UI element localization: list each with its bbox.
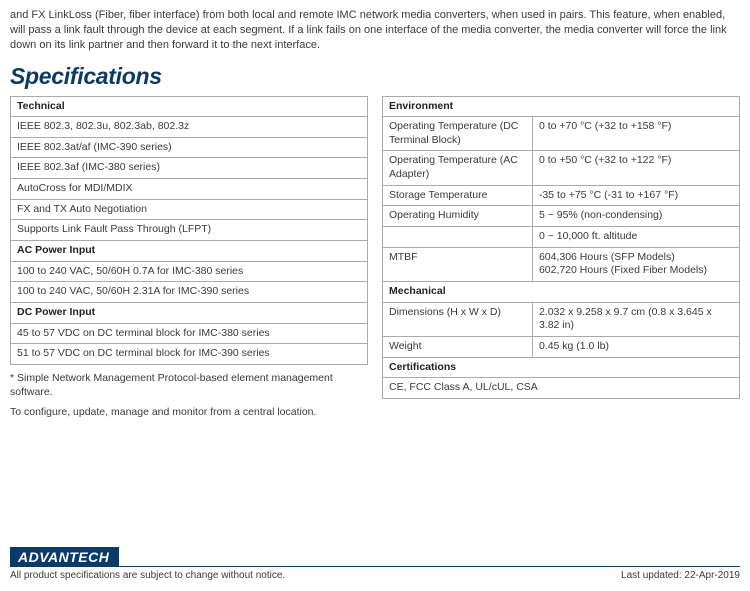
- env-key: [383, 227, 533, 248]
- environment-header: Environment: [383, 96, 740, 117]
- footer-updated: Last updated: 22-Apr-2019: [621, 570, 740, 581]
- env-key: Operating Temperature (DC Terminal Block…: [383, 117, 533, 151]
- tech-row: AutoCross for MDI/MDIX: [11, 179, 368, 200]
- env-key: Operating Temperature (AC Adapter): [383, 151, 533, 185]
- tech-row: IEEE 802.3, 802.3u, 802.3ab, 802.3z: [11, 117, 368, 138]
- intro-text: and FX LinkLoss (Fiber, fiber interface)…: [10, 8, 740, 53]
- env-key: MTBF: [383, 247, 533, 281]
- ac-power-header: AC Power Input: [11, 241, 368, 262]
- certifications-header: Certifications: [383, 357, 740, 378]
- dc-row: 45 to 57 VDC on DC terminal block for IM…: [11, 323, 368, 344]
- footnote-line-1: * Simple Network Management Protocol-bas…: [10, 371, 368, 399]
- page-footer: ADVANTECH All product specifications are…: [0, 547, 750, 581]
- left-spec-table: Technical IEEE 802.3, 802.3u, 802.3ab, 8…: [10, 96, 368, 365]
- env-val: 0 ~ 10,000 ft. altitude: [532, 227, 739, 248]
- env-val: -35 to +75 °C (-31 to +167 °F): [532, 185, 739, 206]
- technical-header: Technical: [11, 96, 368, 117]
- mechanical-header: Mechanical: [383, 281, 740, 302]
- specifications-heading: Specifications: [10, 63, 740, 90]
- advantech-logo: ADVANTECH: [10, 547, 119, 567]
- tech-row: IEEE 802.3at/af (IMC-390 series): [11, 137, 368, 158]
- tech-row: IEEE 802.3af (IMC-380 series): [11, 158, 368, 179]
- env-val: 0 to +50 °C (+32 to +122 °F): [532, 151, 739, 185]
- right-spec-table: Environment Operating Temperature (DC Te…: [382, 96, 740, 399]
- mech-val: 0.45 kg (1.0 lb): [532, 336, 739, 357]
- env-val: 604,306 Hours (SFP Models) 602,720 Hours…: [532, 247, 739, 281]
- ac-row: 100 to 240 VAC, 50/60H 2.31A for IMC-390…: [11, 282, 368, 303]
- tech-row: Supports Link Fault Pass Through (LFPT): [11, 220, 368, 241]
- footnote-line-2: To configure, update, manage and monitor…: [10, 405, 368, 419]
- right-column: Environment Operating Temperature (DC Te…: [382, 96, 740, 420]
- cert-row: CE, FCC Class A, UL/cUL, CSA: [383, 378, 740, 399]
- tech-row: FX and TX Auto Negotiation: [11, 199, 368, 220]
- dc-row: 51 to 57 VDC on DC terminal block for IM…: [11, 344, 368, 365]
- left-column: Technical IEEE 802.3, 802.3u, 802.3ab, 8…: [10, 96, 368, 420]
- mech-key: Weight: [383, 336, 533, 357]
- env-key: Storage Temperature: [383, 185, 533, 206]
- mech-key: Dimensions (H x W x D): [383, 302, 533, 336]
- env-val: 5 ~ 95% (non-condensing): [532, 206, 739, 227]
- footer-disclaimer: All product specifications are subject t…: [10, 570, 285, 581]
- env-val: 0 to +70 °C (+32 to +158 °F): [532, 117, 739, 151]
- dc-power-header: DC Power Input: [11, 302, 368, 323]
- spec-columns: Technical IEEE 802.3, 802.3u, 802.3ab, 8…: [10, 96, 740, 420]
- ac-row: 100 to 240 VAC, 50/60H 0.7A for IMC-380 …: [11, 261, 368, 282]
- env-key: Operating Humidity: [383, 206, 533, 227]
- mech-val: 2.032 x 9.258 x 9.7 cm (0.8 x 3.645 x 3.…: [532, 302, 739, 336]
